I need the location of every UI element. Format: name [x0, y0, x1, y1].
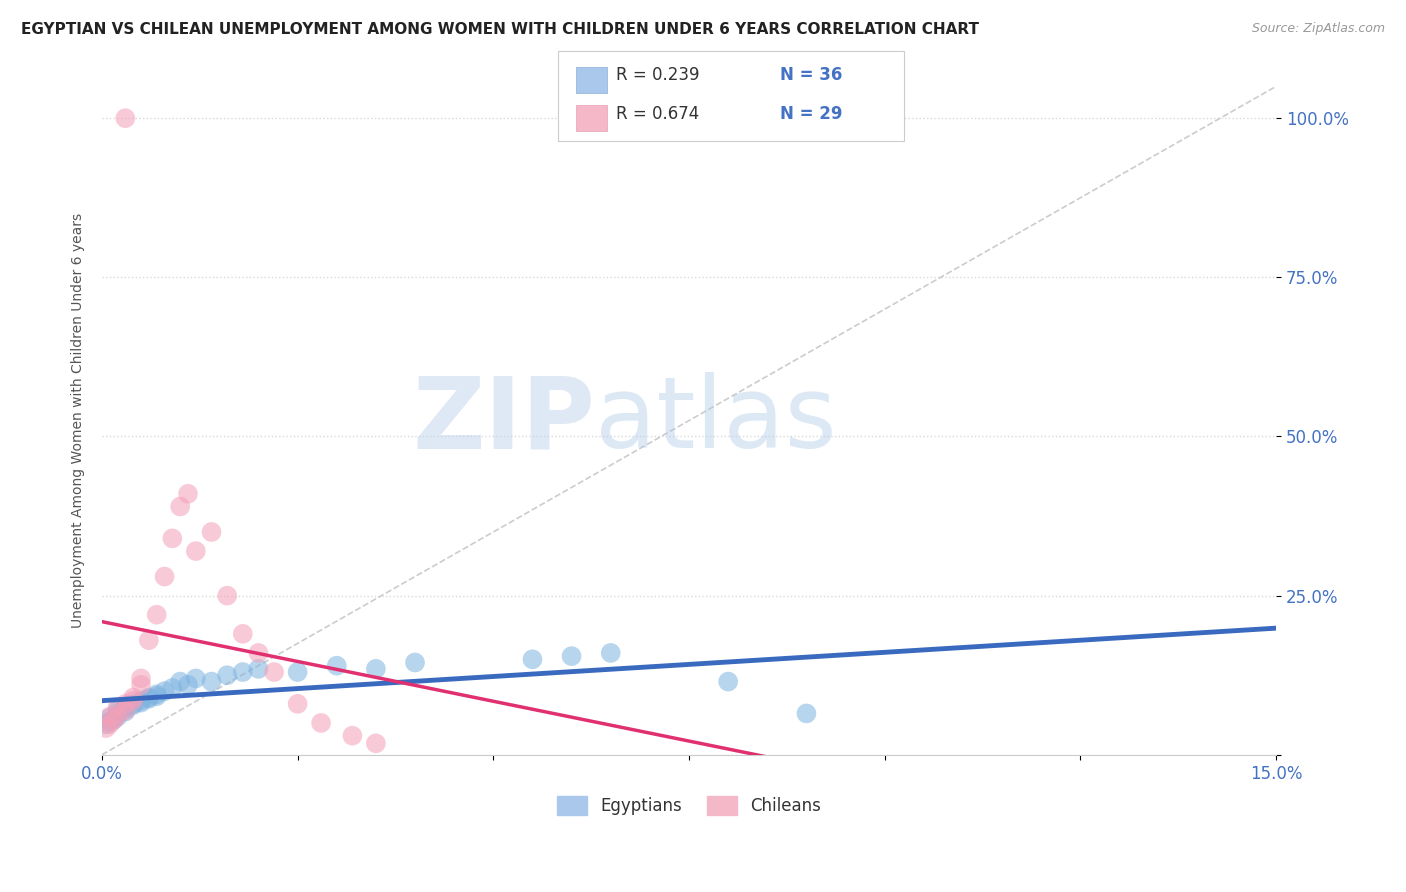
- Point: [114, 700, 136, 714]
- Point: [98, 709, 121, 723]
- Point: [184, 672, 207, 686]
- Point: [200, 524, 222, 539]
- Point: [107, 703, 129, 717]
- Point: [200, 674, 222, 689]
- Point: [364, 662, 387, 676]
- Point: [122, 694, 145, 708]
- Point: [138, 633, 160, 648]
- Point: [153, 684, 176, 698]
- Point: [98, 711, 121, 725]
- Point: [129, 694, 152, 708]
- Point: [162, 681, 184, 695]
- Point: [138, 691, 160, 706]
- Point: [232, 627, 254, 641]
- Point: [129, 696, 152, 710]
- Point: [232, 665, 254, 679]
- Point: [145, 607, 167, 622]
- Point: [129, 672, 152, 686]
- Point: [145, 687, 167, 701]
- Text: Source: ZipAtlas.com: Source: ZipAtlas.com: [1251, 22, 1385, 36]
- Point: [169, 674, 191, 689]
- Point: [122, 690, 145, 705]
- Text: atlas: atlas: [595, 372, 837, 469]
- Point: [114, 703, 136, 717]
- Point: [561, 649, 583, 664]
- Point: [184, 544, 207, 558]
- Point: [94, 721, 117, 735]
- Point: [98, 714, 121, 729]
- Point: [114, 705, 136, 719]
- Point: [145, 690, 167, 704]
- Point: [169, 500, 191, 514]
- Text: N = 29: N = 29: [780, 104, 842, 122]
- Point: [114, 112, 136, 126]
- Point: [107, 706, 129, 721]
- Point: [107, 700, 129, 714]
- Text: EGYPTIAN VS CHILEAN UNEMPLOYMENT AMONG WOMEN WITH CHILDREN UNDER 6 YEARS CORRELA: EGYPTIAN VS CHILEAN UNEMPLOYMENT AMONG W…: [21, 22, 979, 37]
- Point: [114, 702, 136, 716]
- Point: [364, 736, 387, 750]
- Point: [114, 697, 136, 711]
- Point: [217, 668, 239, 682]
- Point: [717, 674, 740, 689]
- Point: [103, 713, 125, 727]
- Point: [247, 646, 270, 660]
- Point: [107, 708, 129, 723]
- Point: [107, 709, 129, 723]
- Point: [796, 706, 818, 721]
- Point: [138, 690, 160, 705]
- Text: R = 0.674: R = 0.674: [616, 104, 699, 122]
- Point: [129, 678, 152, 692]
- Point: [599, 646, 621, 660]
- Point: [162, 532, 184, 546]
- Point: [326, 658, 349, 673]
- Point: [94, 717, 117, 731]
- Y-axis label: Unemployment Among Women with Children Under 6 years: Unemployment Among Women with Children U…: [72, 213, 86, 628]
- Point: [342, 729, 364, 743]
- Point: [309, 715, 332, 730]
- Point: [287, 665, 309, 679]
- Point: [153, 569, 176, 583]
- Point: [122, 698, 145, 713]
- Text: R = 0.239: R = 0.239: [616, 67, 699, 85]
- Point: [522, 652, 544, 666]
- Point: [287, 697, 309, 711]
- Legend: Egyptians, Chileans: Egyptians, Chileans: [550, 789, 828, 822]
- Point: [177, 487, 200, 501]
- Point: [263, 665, 285, 679]
- Point: [247, 662, 270, 676]
- Text: N = 36: N = 36: [780, 67, 842, 85]
- Point: [122, 697, 145, 711]
- Point: [217, 589, 239, 603]
- Point: [404, 656, 426, 670]
- Point: [98, 717, 121, 731]
- Point: [177, 678, 200, 692]
- Text: ZIP: ZIP: [412, 372, 595, 469]
- Point: [103, 713, 125, 727]
